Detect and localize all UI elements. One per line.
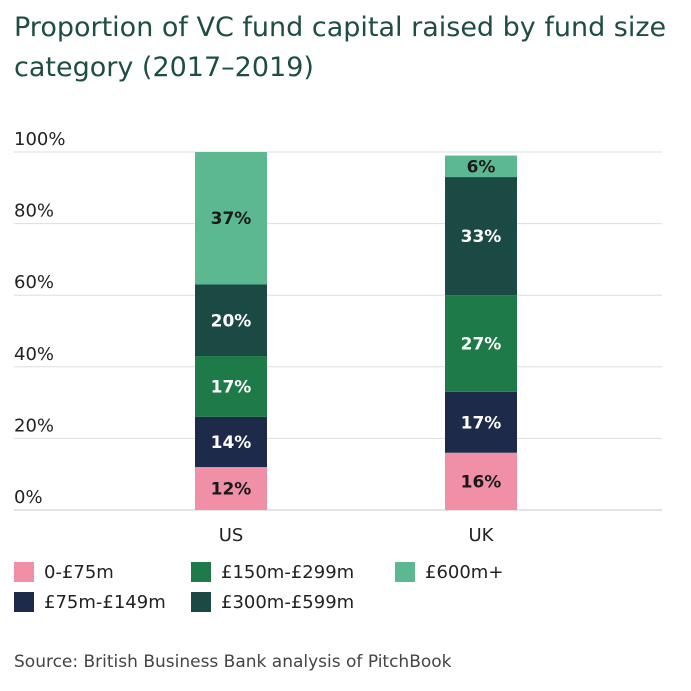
data-label: 27% [461, 335, 502, 355]
legend-swatch [191, 562, 211, 582]
legend-label: £600m+ [425, 561, 504, 583]
legend-swatch [14, 562, 34, 582]
legend-item-150m-299m: £150m-£299m [191, 560, 354, 584]
y-tick-label: 100% [14, 129, 65, 150]
data-label: 12% [211, 480, 252, 500]
x-tick-label: UK [469, 525, 495, 546]
bar-segment [195, 467, 267, 510]
data-label: 14% [211, 433, 252, 453]
legend-swatch [191, 592, 211, 612]
data-label: 6% [467, 157, 496, 177]
x-tick-label: US [219, 525, 244, 546]
legend-label: £150m-£299m [221, 561, 355, 583]
bar-segment [445, 177, 517, 296]
bar-segment [195, 284, 267, 357]
source-note: Source: British Business Bank analysis o… [14, 652, 452, 672]
y-tick-label: 20% [14, 415, 54, 436]
legend-label: £75m-£149m [44, 591, 166, 613]
y-tick-label: 40% [14, 344, 54, 365]
data-label: 17% [461, 413, 502, 433]
bar-segment [445, 391, 517, 453]
bar-segment [195, 152, 267, 285]
bar-segment [445, 295, 517, 392]
bar-segment [445, 155, 517, 178]
legend-item-300m-599m: £300m-£599m [191, 590, 354, 614]
legend-item-600m-plus: £600m+ [395, 560, 503, 584]
y-tick-label: 80% [14, 201, 54, 222]
data-label: 17% [211, 377, 252, 397]
data-label: 33% [461, 227, 502, 247]
data-label: 16% [461, 472, 502, 492]
data-label: 37% [211, 209, 252, 229]
legend-item-0-75m: 0-£75m [14, 560, 114, 584]
bar-segment [445, 452, 517, 510]
x-axis-ticks: US UK [219, 525, 495, 546]
bars: 12% 14% 17% 20% 37% 16% 17% 27% 33% 6% [195, 152, 517, 510]
legend-item-75m-149m: £75m-£149m [14, 590, 166, 614]
legend-swatch [395, 562, 415, 582]
stacked-bar-chart: 0% 20% 40% 60% 80% 100% 12% 14% 17% 20% 37% 16% 17%… [14, 129, 662, 546]
y-tick-label: 0% [14, 487, 43, 508]
legend-label: 0-£75m [44, 561, 114, 583]
legend-label: £300m-£599m [221, 591, 355, 613]
y-tick-label: 60% [14, 272, 54, 293]
bar-segment [195, 356, 267, 417]
y-axis-ticks: 0% 20% 40% 60% 80% 100% [14, 129, 65, 508]
legend-swatch [14, 592, 34, 612]
bar-segment [195, 416, 267, 468]
chart-title: Proportion of VC fund capital raised by … [14, 12, 667, 83]
data-label: 20% [211, 311, 252, 331]
gridlines [14, 151, 662, 511]
